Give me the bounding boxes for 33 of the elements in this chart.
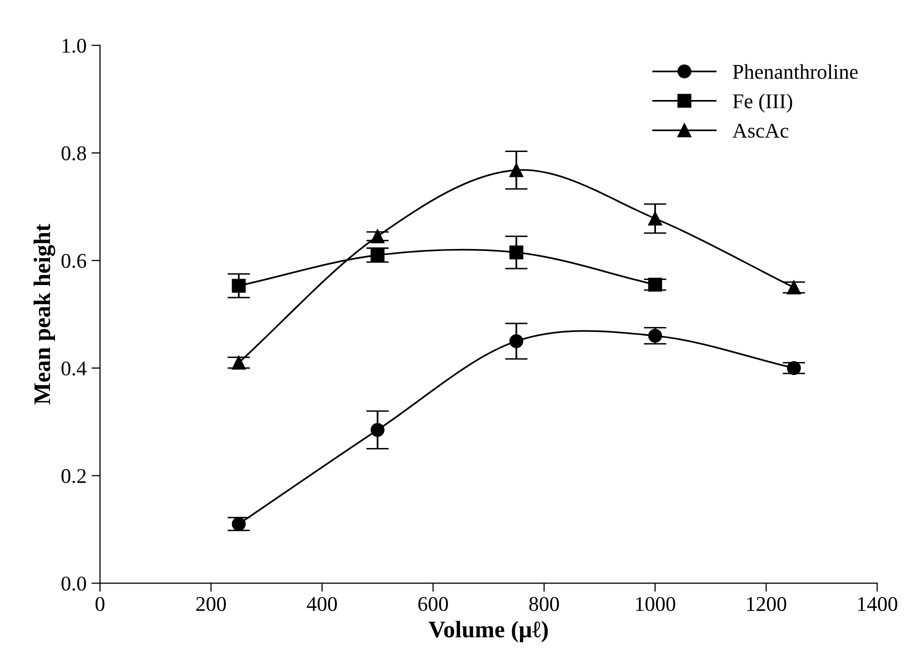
legend-label: Fe (III) xyxy=(732,94,792,113)
x-tick-label: 800 xyxy=(529,596,559,612)
x-tick-label: 400 xyxy=(306,596,337,612)
point xyxy=(232,517,246,531)
x-tick-label: 0 xyxy=(96,596,104,612)
legend-label: AscAc xyxy=(732,124,788,138)
point xyxy=(232,356,246,370)
y-tick-label: 0.4 xyxy=(62,361,86,376)
y-tick-label: 0.0 xyxy=(62,576,86,591)
point xyxy=(509,163,524,178)
y-tick-label: 1.0 xyxy=(62,38,86,53)
point xyxy=(648,212,662,226)
y-tick-label: 0.2 xyxy=(62,469,86,484)
x-axis-title: Volume (μℓ) xyxy=(428,620,548,642)
y-axis-title: Mean peak height xyxy=(34,224,56,404)
y-tick-label: 0.8 xyxy=(62,146,86,160)
point xyxy=(509,334,524,348)
x-tick-label: 600 xyxy=(418,596,448,612)
x-tick-label: 1400 xyxy=(858,596,898,612)
point xyxy=(370,422,385,437)
y-tick-label: 0.6 xyxy=(62,254,86,268)
point xyxy=(648,328,662,343)
point xyxy=(786,361,801,376)
legend-label: Phenanthroline xyxy=(732,64,858,79)
point xyxy=(370,248,385,262)
x-tick-label: 1000 xyxy=(636,596,676,612)
point xyxy=(786,280,801,294)
x-tick-label: 200 xyxy=(196,596,226,612)
x-tick-label: 1200 xyxy=(747,596,786,612)
point xyxy=(232,278,246,293)
point xyxy=(370,229,385,244)
point xyxy=(648,278,662,292)
point xyxy=(509,245,524,260)
